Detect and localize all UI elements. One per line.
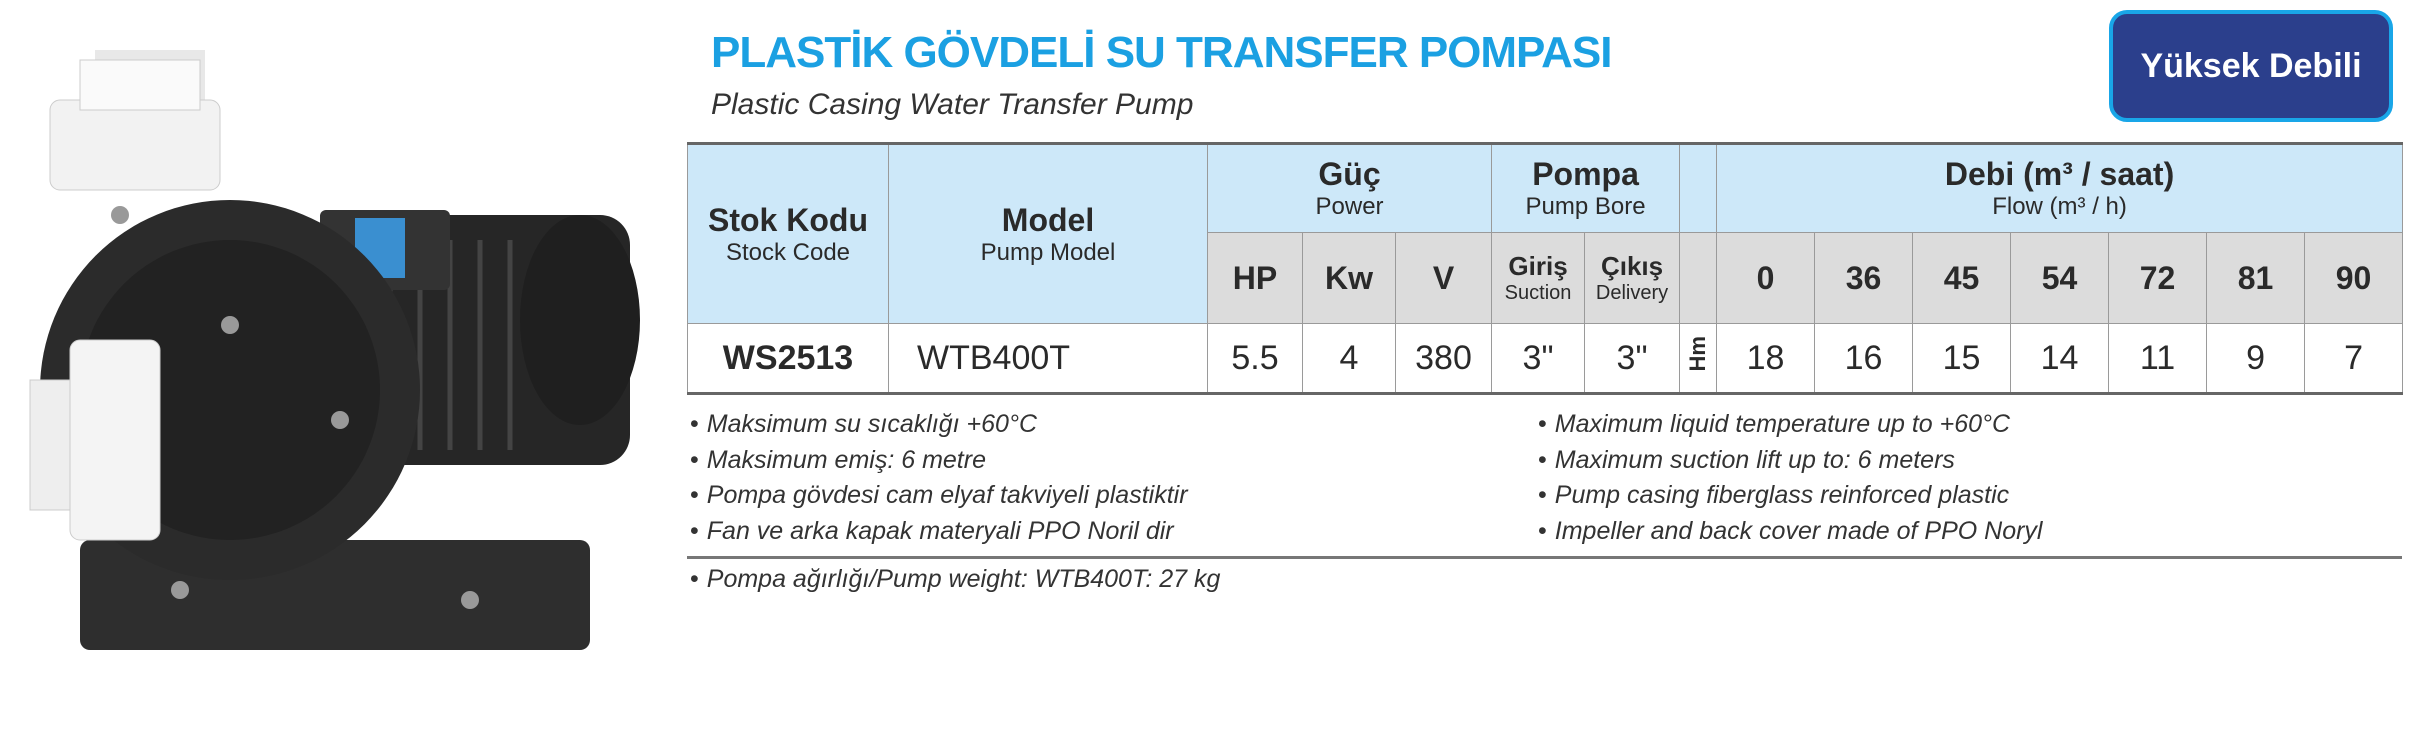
cell-stock-code: WS2513	[687, 323, 889, 394]
note-item: Pump casing fiberglass reinforced plasti…	[1538, 481, 2042, 517]
header-flow-72: 72	[2108, 232, 2208, 324]
note-item: Pompa gövdesi cam elyaf takviyeli plasti…	[690, 481, 1188, 517]
notes-turkish: Maksimum su sıcaklığı +60°C Maksimum emi…	[690, 410, 1188, 552]
header-suction: Giriş Suction	[1491, 232, 1586, 324]
header-flow-0: 0	[1716, 232, 1816, 324]
divider	[687, 556, 2402, 559]
header-power: Güç Power	[1206, 143, 1493, 233]
cell-hp: 5.5	[1207, 323, 1303, 394]
cell-head: 9	[2206, 323, 2306, 394]
header-v: V	[1394, 232, 1493, 324]
table-row: WS2513 WTB400T 5.5 4 380 3" 3" Hm 18 16 …	[687, 323, 2404, 394]
header-pump-bore: Pompa Pump Bore	[1491, 143, 1681, 233]
header-stock-code: Stok Kodu Stock Code	[687, 143, 889, 324]
note-item: Fan ve arka kapak materyali PPO Noril di…	[690, 517, 1188, 553]
cell-hm-label: Hm	[1679, 323, 1718, 394]
cell-model: WTB400T	[888, 323, 1208, 394]
header-flow: Debi (m³ / saat) Flow (m³ / h)	[1716, 143, 2404, 233]
cell-head: 11	[2108, 323, 2208, 394]
high-flow-badge: Yüksek Debili	[2109, 10, 2393, 122]
header-spacer	[1679, 232, 1718, 324]
cell-kw: 4	[1302, 323, 1396, 394]
note-item: Pompa ağırlığı/Pump weight: WTB400T: 27 …	[690, 565, 1221, 601]
cell-head: 16	[1814, 323, 1914, 394]
cell-suction: 3"	[1491, 323, 1586, 394]
header-flow-81: 81	[2206, 232, 2306, 324]
pump-product-image	[29, 50, 640, 650]
notes-weight: Pompa ağırlığı/Pump weight: WTB400T: 27 …	[690, 565, 1221, 601]
header-delivery: Çıkış Delivery	[1584, 232, 1681, 324]
page-subtitle: Plastic Casing Water Transfer Pump	[711, 88, 1194, 121]
note-item: Maksimum su sıcaklığı +60°C	[690, 410, 1188, 446]
cell-head: 7	[2304, 323, 2404, 394]
cell-delivery: 3"	[1584, 323, 1681, 394]
header-spacer	[1679, 143, 1718, 233]
header-kw: Kw	[1302, 232, 1396, 324]
notes-english: Maximum liquid temperature up to +60°C M…	[1538, 410, 2043, 553]
cell-v: 380	[1394, 323, 1493, 394]
note-item: Maximum suction lift up to: 6 meters	[1538, 446, 2042, 482]
header-flow-36: 36	[1814, 232, 1914, 324]
note-item: Impeller and back cover made of PPO Nory…	[1538, 517, 2043, 553]
header-flow-54: 54	[2010, 232, 2110, 324]
header-model: Model Pump Model	[888, 143, 1208, 324]
cell-head: 18	[1716, 323, 1816, 394]
header-flow-90: 90	[2304, 232, 2404, 324]
page-title: PLASTİK GÖVDELİ SU TRANSFER POMPASI	[711, 28, 1612, 77]
cell-head: 15	[1912, 323, 2012, 394]
header-flow-45: 45	[1912, 232, 2012, 324]
note-item: Maksimum emiş: 6 metre	[690, 446, 1188, 482]
cell-head: 14	[2010, 323, 2110, 394]
header-hp: HP	[1207, 232, 1303, 324]
note-item: Maximum liquid temperature up to +60°C	[1538, 410, 2042, 446]
spec-table: Stok Kodu Stock Code Model Pump Model Güç P…	[687, 142, 2404, 395]
